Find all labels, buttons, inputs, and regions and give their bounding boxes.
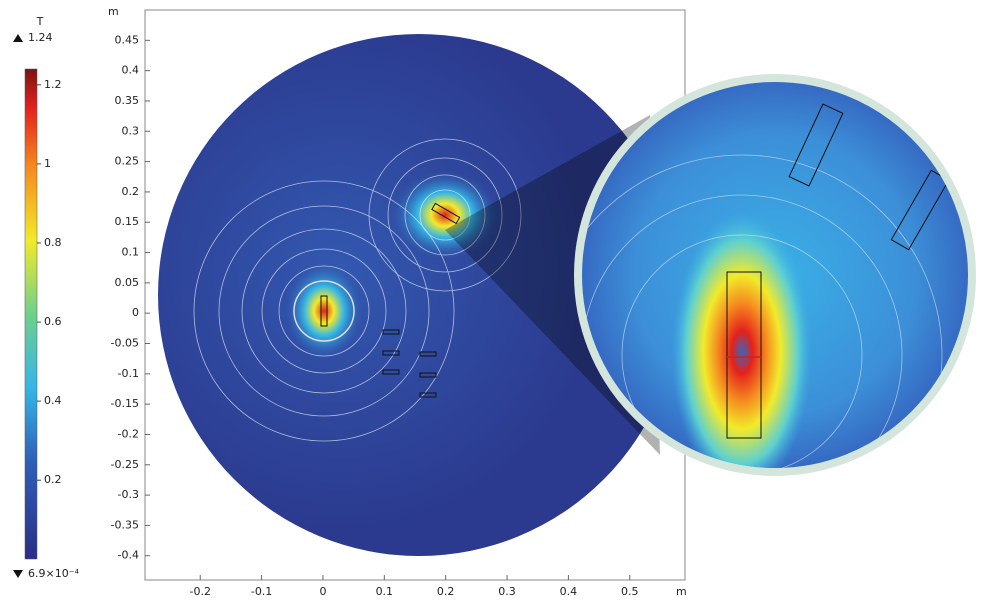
y-tick-label: -0.15: [111, 397, 139, 410]
x-tick-label: -0.1: [251, 585, 272, 598]
colorbar-tick-label: 0.8: [44, 236, 62, 249]
colorbar-tick-label: 1: [44, 157, 51, 170]
y-tick-label: 0.4: [122, 64, 140, 77]
y-tick-label: -0.25: [111, 458, 139, 471]
y-tick-label: 0.1: [122, 246, 140, 259]
y-tick-label: 0: [132, 306, 139, 319]
y-tick-label: 0.35: [115, 94, 140, 107]
y-tick-label: 0.3: [122, 124, 140, 137]
y-tick-label: -0.1: [118, 367, 139, 380]
colorbar-tick-label: 0.2: [44, 473, 62, 486]
y-tick-label: 0.25: [115, 155, 140, 168]
x-tick-label: 0.1: [376, 585, 394, 598]
max-marker: [13, 34, 23, 42]
x-tick-label: 0.3: [498, 585, 516, 598]
chart: m m T 1.24 6.9×10⁻⁴ -0.2 -0.1 0 0.1 0.2 0.3 0.…: [0, 0, 982, 599]
y-tick-label: 0.2: [122, 185, 140, 198]
colorbar: [25, 69, 37, 559]
x-tick-label: 0.5: [621, 585, 639, 598]
colorbar-unit: T: [36, 15, 44, 28]
y-tick-label: -0.3: [118, 488, 139, 501]
y-tick-label: 0.45: [115, 33, 140, 46]
colorbar-tick-label: 0.6: [44, 315, 62, 328]
x-tick-label: 0.4: [560, 585, 578, 598]
y-tick-label: -0.4: [118, 549, 139, 562]
x-tick-label: -0.2: [189, 585, 210, 598]
colorbar-max: 1.24: [28, 31, 53, 44]
y-tick-label: 0.05: [115, 276, 140, 289]
y-tick-label: -0.35: [111, 518, 139, 531]
y-tick-label: -0.05: [111, 337, 139, 350]
x-unit: m: [676, 585, 687, 598]
min-marker: [13, 570, 23, 578]
y-unit: m: [108, 5, 119, 18]
x-tick-label: 0: [319, 585, 326, 598]
y-tick-label: 0.15: [115, 215, 140, 228]
colorbar-min: 6.9×10⁻⁴: [28, 567, 80, 580]
x-tick-label: 0.2: [437, 585, 455, 598]
colorbar-tick-label: 1.2: [44, 78, 62, 91]
colorbar-tick-label: 0.4: [44, 394, 62, 407]
y-tick-label: -0.2: [118, 427, 139, 440]
